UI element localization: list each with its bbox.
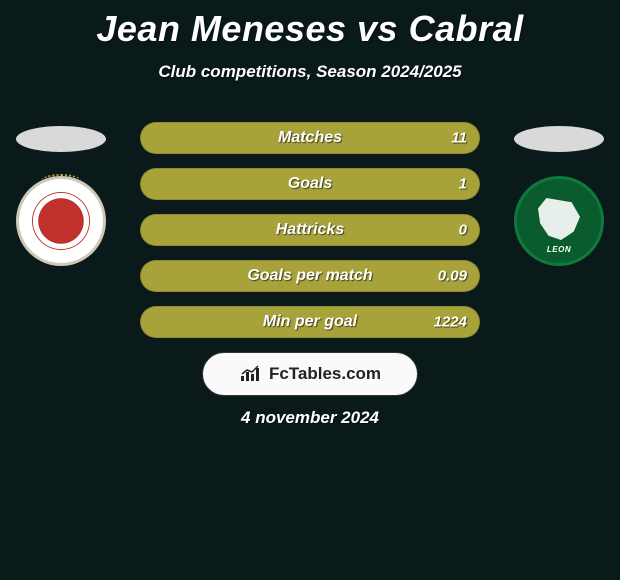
stat-row-min-per-goal: Min per goal 1224 xyxy=(140,306,480,338)
stat-label: Goals per match xyxy=(247,267,372,285)
page-title: Jean Meneses vs Cabral xyxy=(0,0,620,50)
club-badge-right: LEON xyxy=(514,176,604,266)
leon-crest-label: LEON xyxy=(530,245,588,254)
club-badge-left xyxy=(16,176,106,266)
stat-row-goals-per-match: Goals per match 0.09 xyxy=(140,260,480,292)
stat-value-right: 0 xyxy=(459,222,467,239)
stat-label: Min per goal xyxy=(263,313,357,331)
stat-label: Matches xyxy=(278,129,342,147)
source-badge[interactable]: FcTables.com xyxy=(202,352,418,396)
stat-value-right: 1 xyxy=(459,176,467,193)
date-label: 4 november 2024 xyxy=(0,408,620,428)
player-photo-right-placeholder xyxy=(514,126,604,152)
toluca-crest-icon xyxy=(32,192,90,250)
stat-label: Goals xyxy=(288,175,332,193)
stat-value-right: 11 xyxy=(451,130,467,147)
stat-row-matches: Matches 11 xyxy=(140,122,480,154)
player-photo-left-placeholder xyxy=(16,126,106,152)
subtitle: Club competitions, Season 2024/2025 xyxy=(0,62,620,82)
source-label: FcTables.com xyxy=(269,364,381,384)
stat-row-goals: Goals 1 xyxy=(140,168,480,200)
stat-value-right: 1224 xyxy=(434,314,467,331)
stat-label: Hattricks xyxy=(276,221,344,239)
stat-row-hattricks: Hattricks 0 xyxy=(140,214,480,246)
stats-container: Matches 11 Goals 1 Hattricks 0 Goals per… xyxy=(140,122,480,352)
chart-icon xyxy=(239,365,263,383)
leon-crest-icon xyxy=(538,198,580,240)
stat-value-right: 0.09 xyxy=(438,268,467,285)
